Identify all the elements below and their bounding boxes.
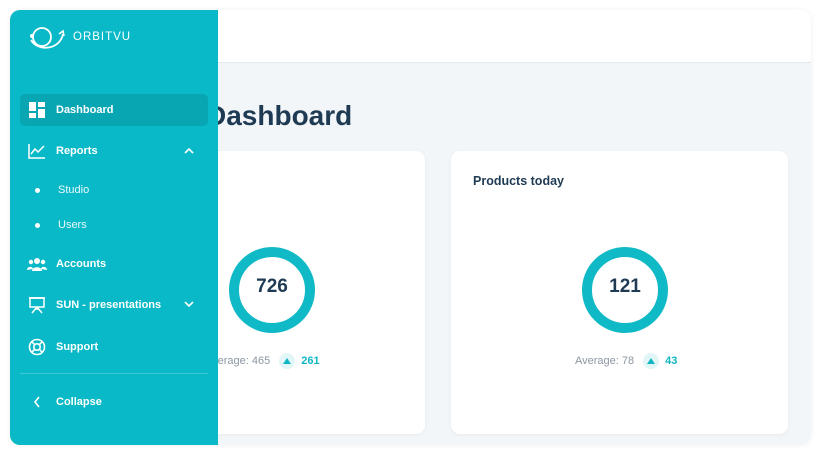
sidebar-item-support[interactable]: Support — [20, 331, 208, 363]
collapse-label: Collapse — [56, 396, 102, 408]
card-title: Products today — [473, 174, 564, 188]
easel-icon — [27, 295, 47, 315]
average-label: Average: 78 — [575, 355, 635, 367]
orbit-logo-icon — [30, 27, 65, 49]
sidebar-item-label: Accounts — [56, 258, 107, 270]
donut-ring-graphic — [582, 247, 668, 333]
sidebar-item-label: SUN - presentations — [56, 299, 162, 311]
bullet-icon — [35, 222, 40, 228]
sidebar-item-accounts[interactable]: Accounts — [20, 248, 208, 280]
sidebar-item-dashboard[interactable]: Dashboard — [20, 94, 208, 126]
chevron-up-icon[interactable] — [184, 145, 194, 157]
brand-logo[interactable]: ORBITVU — [28, 22, 131, 52]
sidebar-item-label: Support — [56, 341, 99, 353]
sidebar-item-reports[interactable]: Reports — [20, 135, 208, 167]
sidebar-collapse-button[interactable]: Collapse — [20, 386, 208, 418]
sidebar-subitem-users[interactable]: Users — [20, 213, 208, 237]
chart-line-icon — [27, 141, 47, 161]
page-title: Dashboard — [206, 100, 353, 131]
sidebar-item-label: Dashboard — [56, 104, 114, 116]
lifebuoy-icon — [27, 337, 47, 357]
trend-value: 261 — [301, 355, 320, 367]
donut-ring: 726 — [227, 245, 317, 335]
products-today-card: Products today 121 Average: 78 43 — [451, 151, 788, 434]
average-row: Average: 78 43 — [575, 353, 677, 369]
sidebar-subitem-studio[interactable]: Studio — [20, 178, 208, 202]
chevron-left-icon — [27, 392, 47, 412]
trend-up-icon — [643, 353, 660, 369]
brand-name: ORBITVU — [73, 31, 132, 43]
sidebar-item-label: Reports — [56, 145, 98, 157]
donut-ring: 121 — [580, 245, 670, 335]
users-group-icon — [27, 254, 47, 274]
sidebar-divider — [20, 373, 208, 374]
donut-value: 726 — [256, 276, 288, 297]
trend-up-icon — [279, 353, 296, 369]
average-label: Average: 465 — [205, 355, 271, 367]
sidebar-subitem-label: Users — [58, 219, 87, 231]
trend-value: 43 — [665, 355, 678, 367]
chevron-down-icon[interactable] — [184, 299, 194, 311]
average-row: Average: 465 261 — [205, 353, 320, 369]
donut-ring-graphic — [229, 247, 315, 333]
bullet-icon — [35, 187, 40, 193]
app-frame: Dashboard 726 Average: 465 261 Products … — [10, 10, 811, 445]
dashboard-icon — [27, 100, 47, 120]
donut-value: 121 — [609, 276, 641, 297]
sidebar: ORBITVU Dashboard Reports — [10, 10, 218, 445]
sidebar-subitem-label: Studio — [58, 184, 90, 196]
sidebar-item-sun-presentations[interactable]: SUN - presentations — [20, 289, 208, 321]
